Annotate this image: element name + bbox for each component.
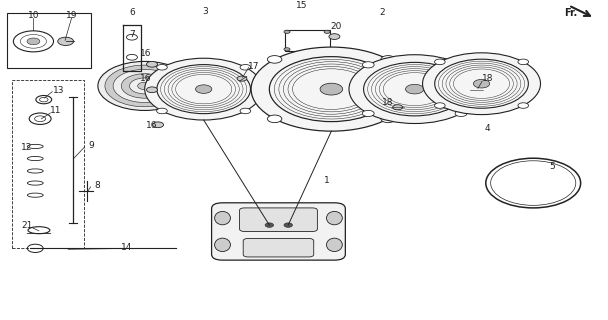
Circle shape: [137, 82, 152, 90]
Text: 2: 2: [379, 8, 385, 17]
Text: 16: 16: [140, 74, 151, 83]
Circle shape: [240, 108, 250, 114]
Circle shape: [240, 65, 250, 70]
Circle shape: [320, 83, 343, 95]
Circle shape: [472, 87, 482, 92]
Text: 8: 8: [94, 181, 100, 190]
Text: 4: 4: [485, 124, 491, 133]
Circle shape: [381, 115, 395, 123]
Circle shape: [153, 122, 164, 128]
Circle shape: [265, 223, 274, 227]
Bar: [285, 30, 330, 51]
Circle shape: [518, 103, 528, 108]
FancyBboxPatch shape: [243, 238, 314, 257]
Circle shape: [237, 76, 247, 81]
Circle shape: [518, 59, 528, 65]
Circle shape: [435, 103, 445, 108]
Ellipse shape: [215, 212, 230, 225]
Circle shape: [196, 85, 212, 93]
Circle shape: [284, 223, 292, 227]
Text: 19: 19: [66, 12, 77, 20]
Circle shape: [268, 56, 282, 63]
Circle shape: [381, 56, 395, 63]
Circle shape: [147, 87, 157, 92]
Text: 1: 1: [323, 176, 330, 185]
Circle shape: [113, 69, 176, 102]
Text: 10: 10: [28, 12, 39, 20]
Circle shape: [58, 37, 74, 45]
FancyBboxPatch shape: [240, 208, 317, 231]
Text: 16: 16: [140, 49, 151, 58]
Circle shape: [130, 78, 160, 94]
Circle shape: [406, 84, 424, 94]
Circle shape: [122, 74, 168, 98]
Text: 18: 18: [382, 98, 393, 107]
FancyBboxPatch shape: [212, 203, 345, 260]
Circle shape: [435, 59, 445, 65]
Text: Fr.: Fr.: [564, 8, 578, 18]
Bar: [7, 13, 91, 68]
Text: 7: 7: [130, 30, 136, 39]
Text: 16: 16: [147, 121, 157, 130]
Circle shape: [268, 115, 282, 123]
Circle shape: [362, 110, 374, 116]
Ellipse shape: [215, 238, 230, 252]
Circle shape: [147, 61, 157, 67]
Text: 20: 20: [330, 22, 341, 31]
Circle shape: [284, 30, 290, 33]
Ellipse shape: [326, 238, 342, 252]
Circle shape: [27, 38, 40, 45]
Circle shape: [324, 48, 330, 51]
Circle shape: [98, 61, 192, 110]
Text: 18: 18: [482, 74, 493, 83]
Text: 21: 21: [21, 220, 32, 229]
Text: 6: 6: [130, 8, 136, 17]
Circle shape: [474, 79, 489, 88]
Text: 3: 3: [202, 7, 209, 16]
Circle shape: [349, 55, 480, 124]
Text: 9: 9: [88, 141, 94, 150]
Circle shape: [157, 108, 167, 114]
Circle shape: [393, 105, 402, 110]
Circle shape: [157, 65, 167, 70]
Circle shape: [324, 30, 330, 33]
Circle shape: [455, 62, 467, 68]
Circle shape: [329, 34, 340, 39]
Text: 17: 17: [249, 62, 260, 71]
Text: 11: 11: [50, 106, 61, 115]
Text: 14: 14: [121, 243, 132, 252]
Bar: [12, 80, 84, 248]
Circle shape: [105, 65, 184, 107]
Ellipse shape: [326, 212, 342, 225]
Circle shape: [362, 62, 374, 68]
Circle shape: [423, 53, 541, 115]
Circle shape: [145, 58, 263, 120]
Text: 13: 13: [53, 85, 64, 95]
Circle shape: [251, 47, 412, 131]
Circle shape: [284, 48, 290, 51]
Text: 12: 12: [21, 143, 32, 152]
Circle shape: [455, 110, 467, 116]
Text: 15: 15: [297, 1, 308, 10]
Text: 5: 5: [549, 162, 555, 171]
